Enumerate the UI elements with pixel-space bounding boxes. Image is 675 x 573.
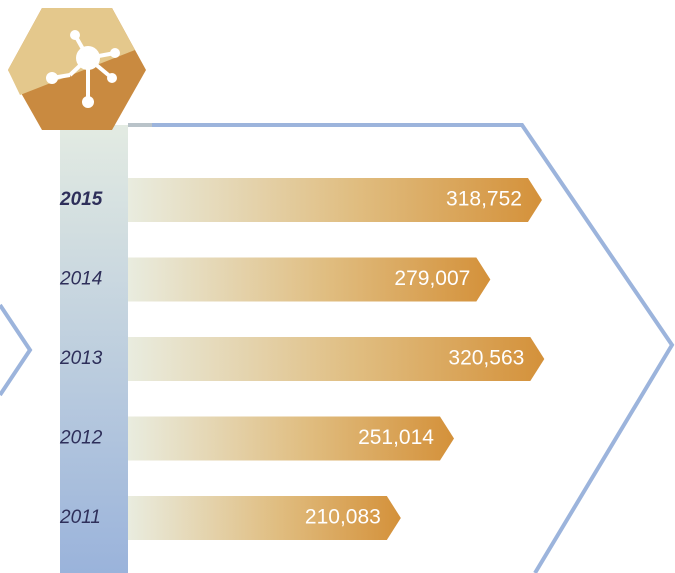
bar xyxy=(128,257,491,302)
bar xyxy=(128,416,454,461)
frame xyxy=(0,123,675,573)
bar xyxy=(128,337,545,381)
category-label: 2012 xyxy=(59,428,103,449)
pillar xyxy=(60,125,128,573)
category-label: 2015 xyxy=(59,189,103,210)
bar xyxy=(128,496,401,540)
bar xyxy=(128,178,542,222)
category-label: 2013 xyxy=(59,348,103,369)
hex-icon xyxy=(8,8,146,130)
value-label: 279,007 xyxy=(394,267,470,290)
category-label: 2014 xyxy=(59,269,102,290)
category-label: 2011 xyxy=(59,507,101,528)
value-label: 320,563 xyxy=(448,347,524,370)
value-label: 318,752 xyxy=(446,188,522,211)
value-label: 251,014 xyxy=(358,426,434,449)
value-label: 210,083 xyxy=(305,506,381,529)
